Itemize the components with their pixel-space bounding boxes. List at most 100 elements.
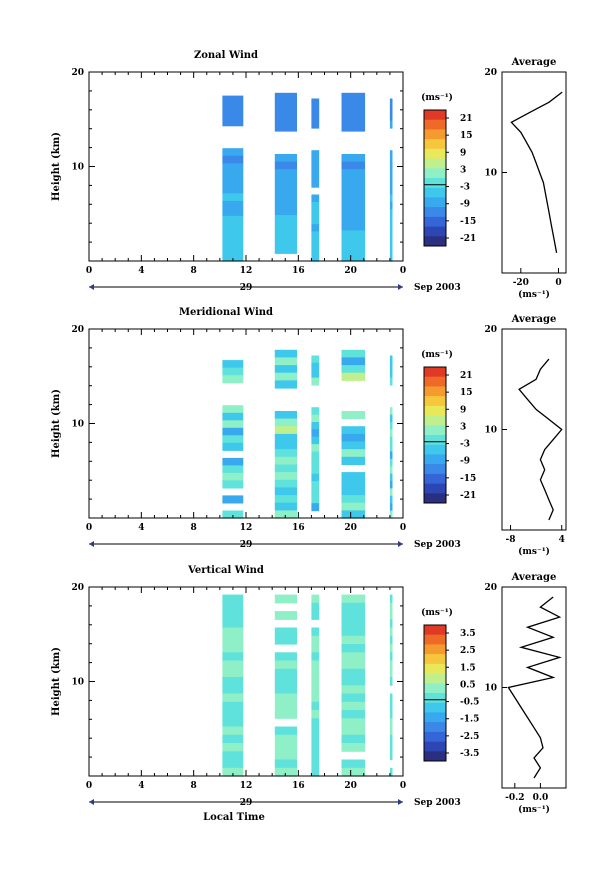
data-cell — [311, 759, 320, 769]
data-cell — [222, 652, 244, 662]
data-cell — [341, 411, 366, 420]
colorbar-segment — [424, 207, 446, 218]
colorbar-tick-label: 15 — [460, 131, 473, 141]
date-axis-arrow-right — [398, 541, 403, 547]
data-cell — [389, 594, 393, 604]
date-axis-arrow-left — [89, 284, 94, 290]
data-cell — [341, 456, 366, 465]
colorbar-tick-label: 3 — [460, 422, 466, 432]
data-cell — [389, 362, 393, 371]
data-cell — [341, 635, 366, 645]
data-cell — [274, 487, 297, 496]
average-x-label: (ms⁻¹) — [518, 289, 550, 300]
average-x-tick-label: -20 — [513, 278, 529, 288]
data-cell — [389, 451, 393, 460]
data-cell — [274, 192, 297, 201]
data-cell — [222, 420, 244, 429]
colorbar-tick-label: 1.5 — [460, 663, 476, 673]
colorbar-tick-label: 2.5 — [460, 646, 476, 656]
average-y-tick-label: 10 — [484, 169, 497, 179]
data-cell — [341, 602, 366, 612]
data-cell — [389, 105, 393, 114]
data-cell — [341, 253, 366, 262]
data-cell — [222, 767, 244, 777]
data-cell — [389, 209, 393, 218]
data-cell — [311, 436, 320, 445]
data-blocks — [222, 92, 393, 262]
data-cell — [389, 201, 393, 210]
colorbar-tick-label: 3.5 — [460, 629, 476, 639]
x-axis-label: Local Time — [203, 812, 265, 823]
colorbar-tick-label: 3 — [460, 165, 466, 175]
data-cell — [341, 426, 366, 435]
data-cell — [389, 466, 393, 475]
date-axis-arrow-right — [398, 284, 403, 290]
x-tick-label: 20 — [344, 523, 357, 533]
data-cell — [311, 644, 320, 653]
data-cell — [274, 380, 297, 389]
x-tick-label: 0 — [86, 781, 92, 791]
y-tick-label: 20 — [71, 325, 84, 335]
data-cell — [389, 179, 393, 188]
data-cell — [274, 652, 297, 662]
data-cell — [274, 611, 297, 620]
colorbar-tick-label: -3.5 — [460, 749, 479, 759]
data-cell — [389, 370, 393, 379]
x-tick-label: 0 — [400, 266, 406, 276]
average-x-label: (ms⁻¹) — [518, 546, 550, 557]
data-cell — [311, 172, 320, 181]
data-cell — [389, 377, 393, 386]
average-title: Average — [511, 314, 557, 325]
data-cell — [311, 422, 320, 430]
data-cell — [222, 427, 244, 436]
data-cell — [222, 510, 244, 519]
average-x-tick-label: 0.0 — [533, 793, 549, 803]
data-cell — [311, 743, 320, 752]
data-cell — [274, 207, 297, 216]
data-cell — [341, 759, 366, 769]
data-cell — [274, 176, 297, 186]
data-cell — [389, 473, 393, 482]
data-cell — [222, 726, 244, 736]
data-cell — [274, 627, 297, 637]
average-frame — [501, 328, 567, 531]
average-title: Average — [511, 572, 557, 583]
average-x-tick-label: 0 — [555, 278, 561, 288]
data-cell — [274, 238, 297, 247]
data-cell — [341, 123, 366, 132]
data-cell — [389, 652, 393, 662]
data-cell — [341, 449, 366, 458]
data-cell — [274, 169, 297, 178]
x-tick-label: 12 — [240, 523, 253, 533]
data-cell — [274, 357, 297, 366]
data-cell — [311, 224, 320, 233]
date-axis-arrow-left — [89, 541, 94, 547]
data-cell — [274, 441, 297, 450]
colorbar-tick-label: 0.5 — [460, 680, 476, 690]
data-cell — [222, 677, 244, 686]
data-cell — [389, 98, 393, 107]
data-cell — [311, 209, 320, 218]
data-cell — [311, 120, 320, 129]
colorbar-segment — [424, 673, 446, 684]
data-cell — [274, 349, 297, 358]
data-cell — [389, 355, 393, 364]
data-cell — [389, 602, 393, 612]
data-blocks — [222, 349, 393, 519]
data-cell — [311, 451, 320, 460]
data-cell — [341, 238, 366, 247]
data-cell — [341, 92, 366, 101]
y-tick-label: 10 — [71, 678, 84, 688]
data-cell — [341, 767, 366, 777]
data-cell — [341, 627, 366, 637]
data-cell — [274, 123, 297, 132]
data-cell — [311, 668, 320, 678]
colorbar-segment — [424, 444, 446, 455]
colorbar-segment — [424, 187, 446, 198]
colorbar-segment — [424, 683, 446, 694]
colorbar-tick-label: -21 — [460, 491, 476, 501]
data-cell — [222, 215, 244, 224]
data-cell — [389, 414, 393, 423]
data-cell — [341, 652, 366, 662]
